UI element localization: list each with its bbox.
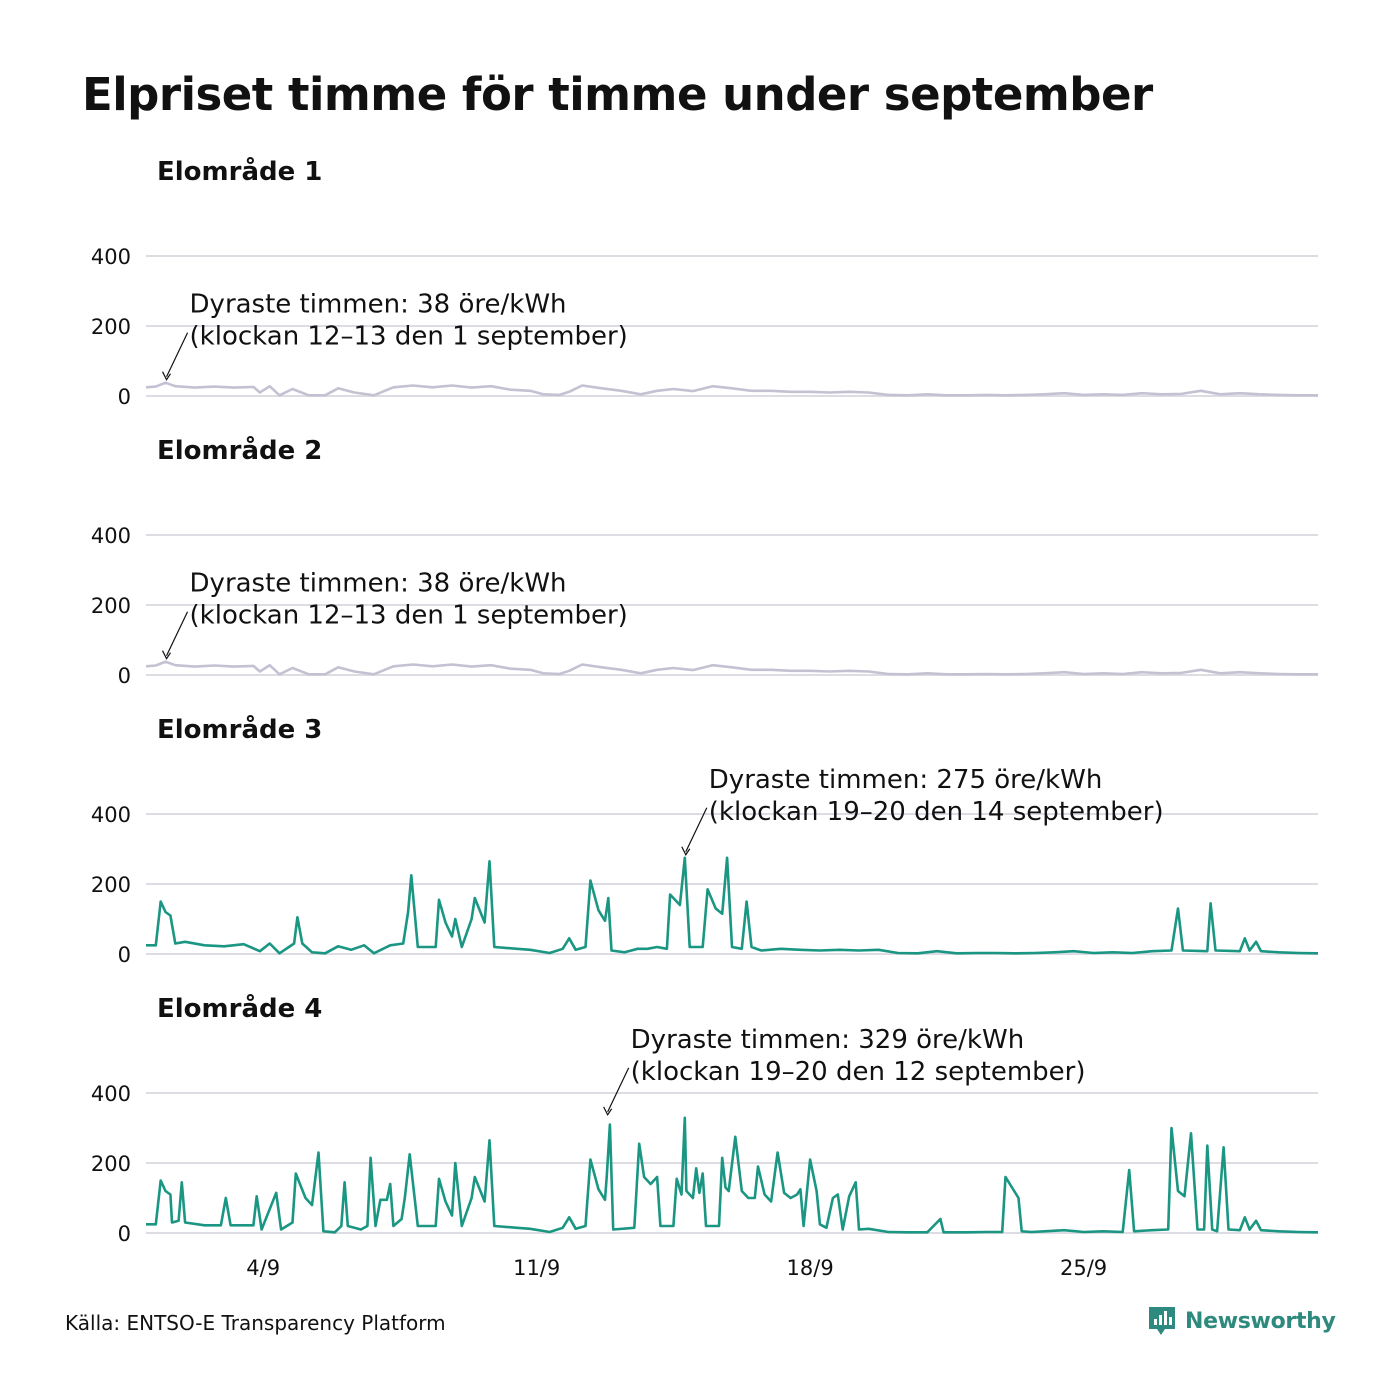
y-tick-label: 0 (118, 1222, 131, 1246)
x-tick-label: 18/9 (787, 1256, 834, 1280)
y-tick-label: 200 (91, 594, 131, 618)
series-line (145, 660, 1318, 676)
series-line (146, 1116, 1319, 1234)
annotation-pointer (165, 332, 189, 377)
annotation-pointer (607, 1067, 630, 1113)
x-tick-label: 4/9 (246, 1256, 280, 1280)
brand-logo[interactable]: Newsworthy (1147, 1305, 1336, 1337)
y-tick-label: 0 (118, 385, 131, 409)
panel-title: Elområde 4 (157, 992, 322, 1024)
source-note: Källa: ENTSO-E Transparency Platform (65, 1311, 446, 1335)
annotation-sublabel: (klockan 19–20 den 14 september) (709, 797, 1164, 827)
annotation-sublabel: (klockan 12–13 den 1 september) (190, 322, 628, 352)
y-tick-label: 400 (91, 803, 131, 827)
x-tick-label: 11/9 (513, 1256, 560, 1280)
y-tick-label: 400 (91, 1082, 131, 1106)
annotation-arrowhead (681, 846, 691, 856)
y-tick-label: 0 (118, 943, 131, 967)
brand-name: Newsworthy (1185, 1308, 1336, 1334)
annotation-label: Dyraste timmen: 275 öre/kWh (709, 765, 1103, 795)
annotation-arrowhead (161, 371, 172, 381)
series-line (145, 381, 1318, 397)
y-tick-label: 0 (118, 664, 131, 688)
annotation-pointer (685, 807, 708, 853)
annotation-pointer (165, 611, 189, 656)
y-tick-label: 400 (91, 524, 131, 548)
y-tick-label: 200 (91, 1152, 131, 1176)
series-line (146, 856, 1319, 955)
x-tick-label: 25/9 (1060, 1256, 1107, 1280)
chart-title: Elpriset timme för timme under september (82, 68, 1153, 121)
annotation-label: Dyraste timmen: 38 öre/kWh (190, 290, 567, 320)
y-tick-label: 200 (91, 873, 131, 897)
annotation-sublabel: (klockan 19–20 den 12 september) (631, 1057, 1086, 1087)
annotation-sublabel: (klockan 12–13 den 1 september) (190, 601, 628, 631)
panel-title: Elområde 1 (157, 155, 322, 187)
annotation-label: Dyraste timmen: 329 öre/kWh (631, 1025, 1025, 1055)
panel-title: Elområde 3 (157, 713, 322, 745)
chart-canvas: Elområde 1 0 200 400 Dyraste timmen: 38 öre/… (91, 155, 1319, 1280)
annotation-arrowhead (161, 650, 172, 660)
annotation-arrowhead (603, 1106, 613, 1117)
y-tick-label: 400 (91, 245, 131, 269)
panel-title: Elområde 2 (157, 434, 322, 466)
newsworthy-logo-icon (1149, 1307, 1175, 1335)
annotation-label: Dyraste timmen: 38 öre/kWh (190, 569, 567, 599)
y-tick-label: 200 (91, 315, 131, 339)
